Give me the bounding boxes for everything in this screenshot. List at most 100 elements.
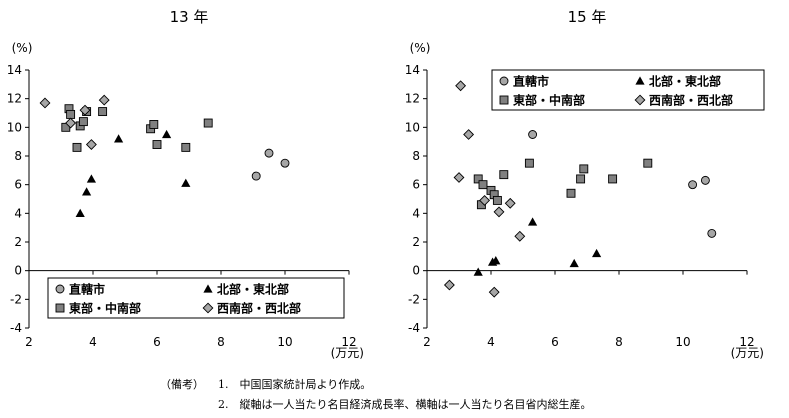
panel2-point-triangle bbox=[473, 267, 483, 276]
panel1-point-square bbox=[149, 120, 159, 129]
panel1-x-axis-label: (万元) bbox=[331, 346, 364, 360]
note-2: 2. 縦軸は一人当たり名目経済成長率、横軸は一人当たり名目省内総生産。 bbox=[218, 398, 592, 411]
panel1-point-circle bbox=[280, 158, 290, 168]
panel1-x-tick-label: 6 bbox=[153, 335, 161, 349]
panel2-point-square bbox=[579, 164, 589, 174]
panel2-point-diamond bbox=[514, 230, 526, 242]
panel1-point-triangle bbox=[162, 129, 172, 139]
panel1-point-square bbox=[72, 142, 82, 152]
panel1-x-tick-label: 8 bbox=[217, 335, 225, 349]
panel2-legend-marker bbox=[499, 95, 509, 105]
panel1-legend-label: 西南部・西北部 bbox=[217, 301, 301, 316]
panel2-point-square bbox=[478, 180, 488, 190]
panel2-y-tick-label: -2 bbox=[408, 292, 420, 306]
panel1-legend-marker bbox=[55, 284, 65, 294]
panel2-point-square bbox=[608, 174, 618, 184]
notes-label: （備考） bbox=[160, 378, 204, 391]
panel1-legend bbox=[47, 277, 345, 319]
panel1-point-square bbox=[98, 107, 108, 117]
panel2-x-tick-label: 2 bbox=[423, 335, 431, 349]
panel2-point-circle bbox=[700, 175, 710, 185]
panel1-legend-marker bbox=[203, 284, 213, 293]
panel2-legend-label: 北部・東北部 bbox=[649, 74, 721, 89]
panel1-point-triangle bbox=[86, 174, 96, 183]
panel2-x-tick-label: 8 bbox=[615, 335, 623, 349]
panel2-point-diamond bbox=[443, 279, 455, 291]
panel2-legend-label: 直轄市 bbox=[513, 74, 549, 89]
panel2-point-square bbox=[576, 174, 586, 184]
note-1: 1. 中国国家統計局より作成。 bbox=[218, 378, 372, 391]
panel1-point-triangle bbox=[82, 187, 92, 196]
panel1-point-diamond bbox=[85, 139, 97, 150]
panel1-y-tick-label: 2 bbox=[14, 235, 22, 249]
panel2-y-tick-label: -4 bbox=[408, 321, 420, 335]
panel2-point-square bbox=[643, 158, 653, 168]
panel1-y-tick-label: 14 bbox=[7, 63, 22, 77]
panel2-y-tick-label: 14 bbox=[405, 63, 420, 77]
panel1-y-tick-label: 6 bbox=[14, 178, 22, 192]
panel1-point-circle bbox=[264, 148, 274, 158]
panel1-x-tick-label: 10 bbox=[277, 335, 292, 349]
panel1-point-circle bbox=[251, 171, 261, 181]
panel2-y-axis-label: (%) bbox=[410, 41, 431, 55]
panel1-point-diamond bbox=[39, 97, 51, 109]
panel1-y-tick-label: 4 bbox=[14, 206, 22, 220]
panel2-point-circle bbox=[688, 180, 698, 190]
panel2-point-diamond bbox=[455, 80, 467, 92]
panel1-y-tick-label: 12 bbox=[7, 92, 22, 106]
panel2-title: 15 年 bbox=[568, 8, 607, 26]
panel2-point-square bbox=[566, 188, 576, 198]
panel1-legend-marker bbox=[55, 303, 65, 313]
panel1-point-triangle bbox=[114, 134, 124, 143]
panel2-y-tick-label: 10 bbox=[405, 120, 420, 134]
panel1-point-diamond bbox=[65, 117, 77, 129]
panel1-point-square bbox=[203, 118, 213, 128]
panel2-legend-marker bbox=[634, 94, 646, 106]
panel2-y-tick-label: 2 bbox=[412, 235, 420, 249]
panel2-y-tick-label: 4 bbox=[412, 206, 420, 220]
panel1-y-tick-label: -4 bbox=[10, 321, 22, 335]
panel1-y-axis-label: (%) bbox=[12, 41, 33, 55]
panel2-point-circle bbox=[528, 130, 538, 139]
panel2-point-circle bbox=[707, 228, 717, 238]
panel2-point-triangle bbox=[569, 258, 579, 268]
panel2-x-tick-label: 10 bbox=[675, 335, 690, 349]
panel2-legend-label: 東部・中南部 bbox=[513, 93, 585, 108]
panel2-point-diamond bbox=[463, 129, 475, 140]
panel2-point-diamond bbox=[504, 197, 516, 209]
panel1-legend-label: 北部・東北部 bbox=[217, 282, 289, 297]
panel1-point-square bbox=[181, 142, 191, 152]
panel1-point-square bbox=[66, 109, 76, 119]
panel2-legend-label: 西南部・西北部 bbox=[649, 93, 733, 108]
panel2-x-tick-label: 4 bbox=[487, 335, 495, 349]
panel2-point-triangle bbox=[491, 256, 501, 265]
panel1-title: 13 年 bbox=[170, 8, 209, 26]
panel2-point-diamond bbox=[493, 206, 505, 218]
panel2-legend-marker bbox=[635, 76, 645, 85]
panel2-y-tick-label: 0 bbox=[412, 264, 420, 278]
panel2-point-diamond bbox=[453, 172, 465, 183]
panel1-legend-label: 直轄市 bbox=[69, 282, 105, 297]
panel2-point-diamond bbox=[479, 194, 491, 206]
panel2-point-square bbox=[499, 170, 509, 180]
panel2-legend-marker bbox=[499, 76, 509, 86]
panel2-point-triangle bbox=[592, 248, 602, 258]
panel1-point-square bbox=[152, 140, 162, 149]
panel1-legend-marker bbox=[202, 302, 214, 314]
panel2-point-square bbox=[524, 158, 534, 168]
panel2-x-axis-label: (万元) bbox=[731, 346, 764, 360]
panel1-x-tick-label: 4 bbox=[89, 335, 97, 349]
panel1-x-tick-label: 12 bbox=[341, 335, 356, 349]
panel1-point-triangle bbox=[181, 178, 191, 187]
panel2-point-triangle bbox=[528, 217, 538, 226]
panel1-y-tick-label: 10 bbox=[7, 120, 22, 134]
panel1-y-tick-label: -2 bbox=[10, 292, 22, 306]
panel2-point-diamond bbox=[488, 286, 500, 298]
panel1-point-diamond bbox=[98, 94, 110, 106]
panel2-y-tick-label: 8 bbox=[412, 149, 420, 163]
panel1-y-tick-label: 0 bbox=[14, 264, 22, 278]
panel1-x-tick-label: 2 bbox=[25, 335, 33, 349]
panel2-x-tick-label: 6 bbox=[551, 335, 559, 349]
panel2-point-square bbox=[492, 195, 502, 205]
